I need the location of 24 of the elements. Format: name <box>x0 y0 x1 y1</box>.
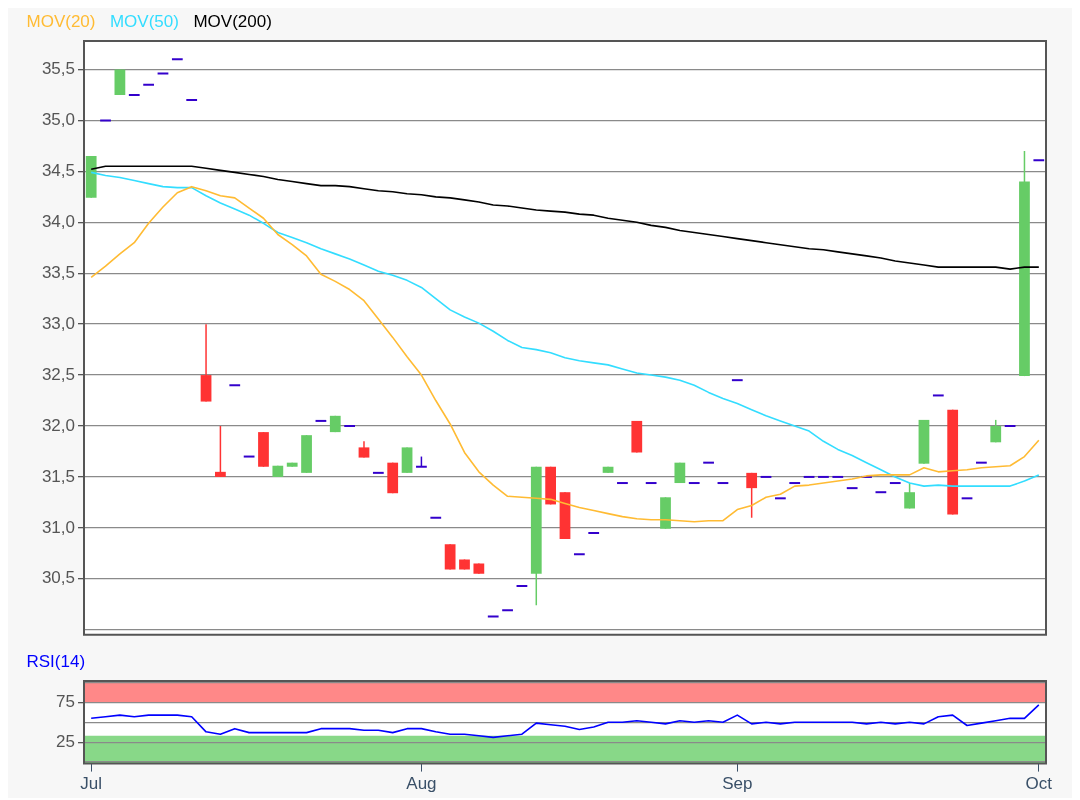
x-tick-label: Sep <box>722 774 753 794</box>
y-tick-label: 34,0 <box>41 211 75 231</box>
candlestick <box>904 482 915 510</box>
y-tick-label: 30,5 <box>41 568 75 588</box>
x-tick-label: Jul <box>80 774 103 794</box>
x-tick-label: Oct <box>1025 774 1053 794</box>
y-tick-label: 31,0 <box>41 517 75 537</box>
text: RSI(14) <box>26 652 86 672</box>
x-tick-label: Aug <box>406 774 437 794</box>
candlestick <box>746 472 758 519</box>
y-tick-label: 35,5 <box>41 59 75 79</box>
y-tick-label: 32,5 <box>41 364 75 384</box>
candlestick <box>215 425 226 478</box>
y-tick-label: 75 <box>56 692 75 712</box>
y-tick-label: 33,5 <box>41 262 75 282</box>
y-tick-label: 33,0 <box>41 313 75 333</box>
text: MOV(20) <box>26 12 96 32</box>
y-tick-label: 25 <box>56 731 75 751</box>
y-tick-label: 35,0 <box>41 110 75 130</box>
y-tick-label: 32,0 <box>41 415 75 435</box>
text: MOV(50) <box>109 12 179 32</box>
y-tick-label: 34,5 <box>41 161 75 181</box>
y-tick-label: 31,5 <box>41 466 75 486</box>
text: MOV(200) <box>193 12 272 32</box>
